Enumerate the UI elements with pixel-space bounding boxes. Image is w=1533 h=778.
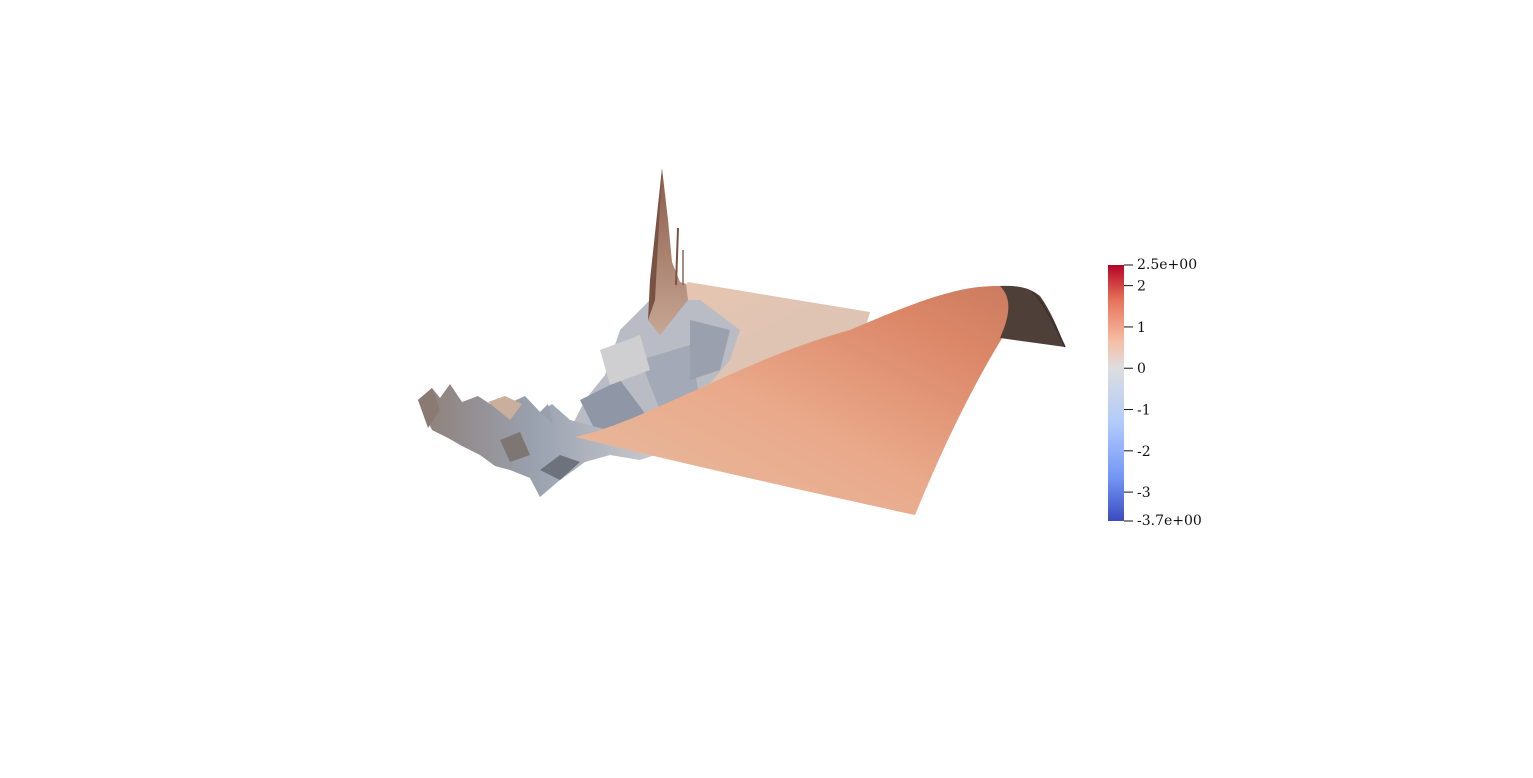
surface-arch-rim [1031,291,1066,348]
surface-plot [418,168,1066,515]
surface-spike-needle [675,227,679,286]
surface-left-facet [540,455,580,480]
colorbar-ticks: 2.5e+00 -3.7e+00 2 1 0 -1 -2 -3 [1124,257,1202,529]
colorbar-tick-label: 2 [1137,279,1146,295]
colorbar-tick-label: -3 [1137,485,1151,501]
colorbar-min-label: -3.7e+00 [1137,513,1202,529]
surface-left-facet [500,432,530,462]
surface-left-facet [540,404,553,424]
colorbar-tick-label: -1 [1137,403,1151,419]
colorbar-tick-label: 0 [1137,361,1146,377]
surface-arch-backside [1000,285,1065,347]
surface-spike-shadow [648,168,662,320]
colorbar-tick-label: 1 [1137,320,1146,336]
surface-left-facet [418,388,440,428]
colorbar-max-label: 2.5e+00 [1137,257,1197,273]
surface-left-ribbon [418,384,655,497]
surface-rough-facet [640,345,700,410]
surface-spike [648,168,688,335]
surface-rough-facet [690,320,730,380]
colorbar-gradient [1108,265,1124,521]
surface-smooth-sheet [575,285,1032,515]
surface-rough-facet [600,335,650,385]
surface-left-facet [488,396,522,420]
colorbar-tick-label: -2 [1137,444,1151,460]
colorbar: 2.5e+00 -3.7e+00 2 1 0 -1 -2 -3 [1108,257,1202,529]
